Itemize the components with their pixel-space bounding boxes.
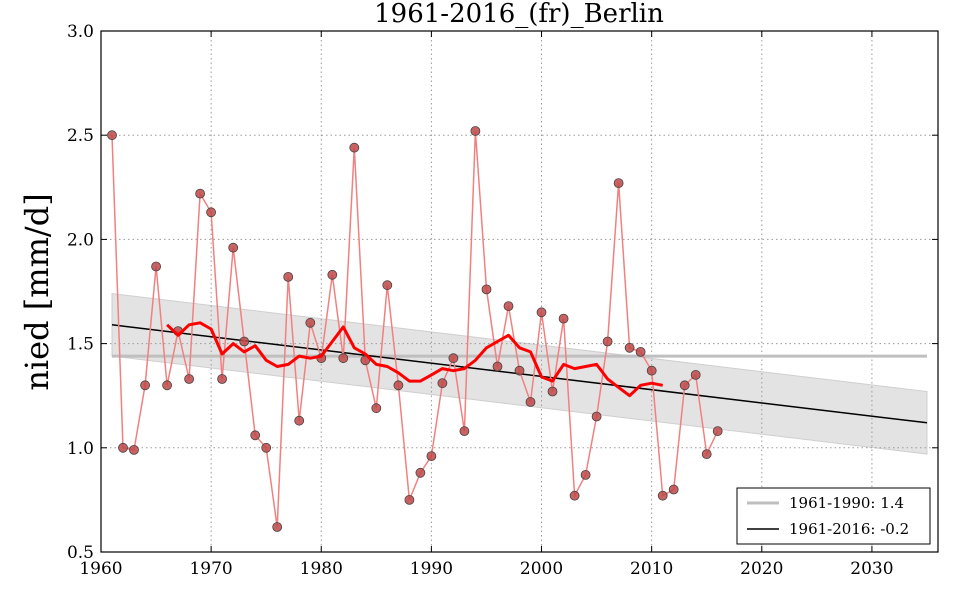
annual-point [690,369,701,380]
annual-point [646,365,657,376]
annual-point [470,126,481,136]
annual-line [111,130,719,528]
annual-point [712,426,723,437]
y-tick-label: 2.5 [67,126,94,146]
annual-point [558,313,569,324]
legend-label: 1961-2016: -0.2 [789,520,909,538]
annual-point [426,451,437,462]
annual-point [569,490,580,501]
annual-point [228,242,239,253]
annual-point [657,490,668,501]
grid-layer [101,31,938,552]
annual-point [624,342,635,353]
annual-point [536,307,547,318]
annual-point [217,374,228,384]
y-tick-label: 2.0 [67,230,94,250]
annual-point [668,484,679,495]
x-tick-label: 2020 [740,559,783,579]
annual-point [679,380,690,391]
annual-point [371,403,382,414]
y-axis-label: nied [mm/d] [18,193,56,390]
annual-point [580,469,591,480]
annual-point [338,353,349,364]
annual-point [184,374,195,384]
annual-point [140,380,151,391]
annual-point [250,430,261,441]
annual-point [393,380,404,391]
annual-point [327,269,338,280]
annual-point [294,415,305,426]
annual-point [701,449,712,460]
legend: 1961-1990: 1.4 1961-2016: -0.2 [736,487,931,545]
tick-layer: 1960 1970 1980 1990 2000 2010 2020 2030 0.5 1.0 1.… [67,22,938,579]
x-tick-label: 2010 [630,559,673,579]
annual-point [591,411,602,422]
annual-point [283,271,294,282]
legend-box [736,487,931,545]
annual-point [239,336,250,347]
annual-point [547,386,558,397]
annual-point [525,397,536,407]
annual-point [382,280,393,291]
annual-point [349,142,360,153]
annual-point [404,494,415,505]
y-tick-label: 1.0 [67,439,94,459]
y-tick-label: 0.5 [67,543,94,563]
annual-point [613,178,624,189]
y-tick-label: 1.5 [67,335,94,355]
x-tick-label: 1960 [79,559,122,579]
smoothed-line [166,321,663,398]
legend-label: 1961-1990: 1.4 [789,494,904,512]
plot-frame [100,30,939,553]
series-layer [107,126,928,532]
x-tick-label: 2030 [850,559,893,579]
annual-point [481,284,492,295]
annual-point [503,301,514,312]
x-tick-label: 1990 [410,559,453,579]
x-tick-label: 1970 [189,559,232,579]
annual-point [459,426,470,437]
annual-point [602,336,613,347]
x-tick-label: 1980 [300,559,343,579]
annual-point [107,130,117,141]
annual-point [261,442,272,453]
annual-point [162,380,173,391]
y-tick-label: 3.0 [67,22,94,42]
annual-point [415,467,426,478]
annual-point [514,365,525,376]
annual-point [118,442,128,453]
annual-point [195,188,206,199]
annual-point [448,353,459,364]
frame-layer [100,30,939,553]
annual-point [129,444,139,455]
annual-point [437,378,448,389]
annual-point [151,261,162,272]
chart-title: 1961-2016_(fr)_Berlin [374,0,664,29]
x-tick-label: 2000 [520,559,563,579]
annual-point [305,317,316,328]
annual-point [272,522,283,532]
annual-point [635,346,646,357]
annual-point [206,207,217,218]
annual-point [492,361,503,372]
